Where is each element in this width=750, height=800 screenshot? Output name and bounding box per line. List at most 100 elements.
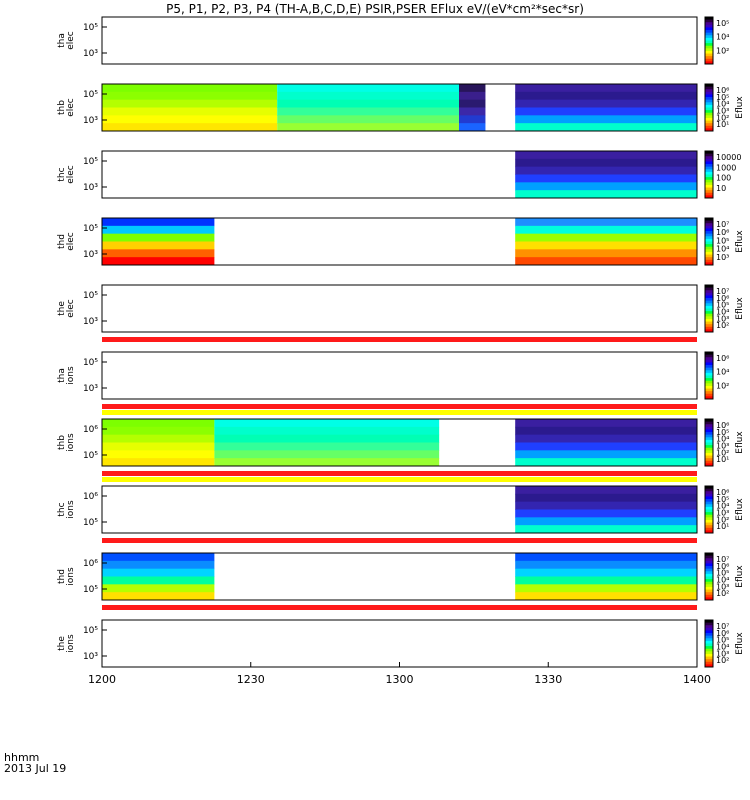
the_elec-colorbar-seg-6	[705, 300, 713, 304]
the_elec-colorbar-seg-16	[705, 326, 713, 330]
thd_ions-colorbar-seg-9	[705, 576, 713, 580]
thb_ions-block-2-row-4	[515, 450, 697, 459]
thb_elec-block-0-row-1	[102, 91, 278, 101]
the_ions-colorbar-tick-1: 10⁶	[716, 629, 729, 638]
thb_elec-frame	[101, 83, 698, 132]
the_ions-colorbar-tick-5: 10²	[716, 656, 729, 665]
thb_ions-ytick-1: 10⁵	[83, 451, 98, 461]
thd_elec-colorbar-tick-2: 10⁵	[716, 236, 729, 245]
thc_ions-colorbar-tick-4: 10²	[716, 515, 729, 524]
tha_ions-colorbar-seg-1	[705, 354, 713, 358]
the_elec-colorbar-seg-1	[705, 287, 713, 291]
tha_ions-colorbar-seg-0	[705, 352, 713, 356]
thd_ions-block-0-row-0	[102, 553, 215, 562]
thd_elec-colorbar-tick-1: 10⁶	[716, 228, 729, 237]
tha_elec-colorbar-seg-16	[705, 58, 713, 62]
tha_elec-colorbar-seg-17	[705, 61, 713, 65]
thc_ions-colorbar-seg-12	[705, 517, 713, 521]
thd_ions-block-1-row-0	[515, 553, 697, 562]
thd_elec-colorbar-seg-1	[705, 220, 713, 224]
thc_elec-colorbar-seg-17	[705, 195, 713, 199]
thc_ions-colorbar-frame	[704, 485, 714, 534]
tha_elec-ytick-0: 10⁵	[83, 23, 98, 33]
thd_elec-block-0-row-2	[102, 233, 215, 242]
thd_ions-colorbar-tick-0: 10⁷	[716, 555, 729, 564]
thc_elec-colorbar-seg-5	[705, 164, 713, 168]
tha_elec-colorbar-seg-13	[705, 50, 713, 54]
xtick-label-3: 1330	[534, 673, 562, 686]
thc_ions-block-0-row-5	[515, 525, 697, 534]
thd_elec-colorbar-tick-3: 10⁴	[716, 245, 729, 254]
thd_elec-colorbar-seg-12	[705, 249, 713, 253]
thd_elec-block-1-row-0	[515, 218, 697, 227]
tha_elec-colorbar-seg-1	[705, 19, 713, 23]
thb_ions-colorbar-label: Eflux	[735, 431, 745, 454]
thc_ions-colorbar-seg-11	[705, 514, 713, 518]
thb_ions-block-2-row-2	[515, 434, 697, 443]
thd_elec-colorbar-seg-7	[705, 236, 713, 240]
thd_ions-block-0-row-3	[102, 576, 215, 585]
thc_elec-colorbar-seg-6	[705, 166, 713, 170]
tha_ions-status-bar-1	[102, 410, 697, 415]
thb_ions-colorbar-seg-12	[705, 450, 713, 454]
thd_ions-colorbar-seg-11	[705, 581, 713, 585]
thd_ions-colorbar-tick-4: 10³	[716, 582, 729, 591]
tha_elec-colorbar-seg-0	[705, 17, 713, 21]
thc_elec-colorbar-seg-8	[705, 171, 713, 175]
xtick-label-4: 1400	[683, 673, 711, 686]
chart-title: P5, P1, P2, P3, P4 (TH-A,B,C,D,E) PSIR,P…	[166, 2, 584, 16]
the_ions-colorbar-seg-1	[705, 622, 713, 626]
thb_ions-colorbar-seg-13	[705, 452, 713, 456]
thd_ions-colorbar-seg-5	[705, 566, 713, 570]
thc_ions-colorbar-seg-1	[705, 488, 713, 492]
thc_elec-colorbar-seg-1	[705, 153, 713, 157]
thb_elec-block-2-row-1	[459, 91, 486, 101]
thc_ions-colorbar-seg-9	[705, 509, 713, 513]
tha_ions-colorbar-tick-1: 10⁴	[716, 368, 729, 377]
thd_ions-colorbar-tick-2: 10⁵	[716, 569, 729, 578]
thc_ions-colorbar-seg-10	[705, 512, 713, 516]
thc_elec-block-0-row-0	[515, 151, 697, 160]
thb_ions-colorbar-seg-7	[705, 437, 713, 441]
the_elec-ylabel-1: elec	[66, 299, 76, 318]
thd_ions-block-1-row-3	[515, 576, 697, 585]
tha_elec-colorbar-seg-6	[705, 32, 713, 36]
thb_elec-block-1-row-0	[277, 84, 459, 93]
thb_ions-colorbar-tick-5: 10¹	[716, 455, 729, 464]
the_elec-colorbar-seg-2	[705, 290, 713, 294]
thb_ions-block-0-row-3	[102, 442, 215, 451]
tha_elec-ylabel-0: tha	[57, 33, 67, 48]
thb_elec-colorbar-seg-10	[705, 110, 713, 114]
thd_ions-block-1-row-4	[515, 584, 697, 593]
thb_elec-block-3-row-5	[515, 123, 697, 132]
thd_ions-colorbar-tick-1: 10⁶	[716, 562, 729, 571]
tha_elec-colorbar-tick-2: 10²	[716, 46, 729, 55]
the_ions-colorbar-seg-5	[705, 633, 713, 637]
thb_ions-frame	[101, 418, 698, 467]
thb_ions-block-0-row-5	[102, 458, 215, 467]
thd_ions-colorbar-seg-17	[705, 597, 713, 601]
tha_ions-ytick-0: 10⁵	[83, 358, 98, 368]
the_elec-colorbar-seg-14	[705, 321, 713, 325]
thc_elec-colorbar-seg-4	[705, 161, 713, 165]
thc_elec-block-0-row-4	[515, 182, 697, 191]
tha_elec-colorbar-seg-8	[705, 37, 713, 41]
thb_ions-colorbar-seg-3	[705, 426, 713, 430]
thd_elec-block-1-row-2	[515, 233, 697, 242]
thb_ions-colorbar-seg-8	[705, 439, 713, 443]
thc_ions-colorbar-seg-2	[705, 491, 713, 495]
the_ions-colorbar-seg-11	[705, 648, 713, 652]
xtick-label-0: 1200	[88, 673, 116, 686]
thb_ions-colorbar-seg-10	[705, 445, 713, 449]
thd_elec-colorbar-seg-5	[705, 231, 713, 235]
thd_elec-block-1-row-3	[515, 241, 697, 250]
thd_elec-colorbar-seg-13	[705, 251, 713, 255]
thb_ions-colorbar-seg-11	[705, 447, 713, 451]
thc_ions-status-bar-0	[102, 538, 697, 543]
thd_ions-colorbar-seg-7	[705, 571, 713, 575]
thc_ions-block-0-row-2	[515, 501, 697, 510]
tha_ions-colorbar-frame	[704, 351, 714, 400]
thb_ions-colorbar-seg-4	[705, 429, 713, 433]
thb_ions-colorbar-seg-9	[705, 442, 713, 446]
